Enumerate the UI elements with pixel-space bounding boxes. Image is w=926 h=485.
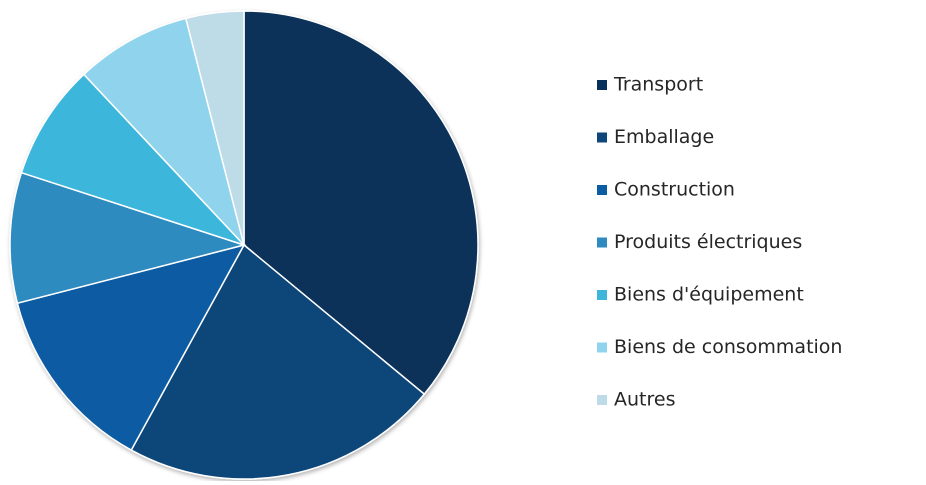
pie-slice — [184, 10, 245, 246]
legend-swatch — [597, 237, 607, 248]
pie-slice — [243, 10, 479, 396]
pie-slice — [9, 171, 247, 305]
legend-swatch — [597, 185, 607, 195]
legend-label: Produits électriques — [614, 231, 802, 253]
legend-label: Construction — [614, 179, 735, 201]
pie-slice — [82, 17, 245, 246]
legend-label: Transport — [613, 74, 703, 96]
legend-swatch — [597, 80, 607, 90]
legend: Transport Emballage Construction Produits é… — [597, 74, 842, 411]
legend-swatch — [597, 342, 607, 353]
pie-slice — [130, 243, 426, 480]
legend-swatch — [597, 132, 607, 143]
legend-swatch — [597, 290, 607, 300]
legend-swatch — [597, 395, 607, 405]
pie-slice — [16, 243, 246, 452]
legend-label: Biens d'équipement — [614, 284, 804, 306]
pie-slice — [20, 73, 245, 246]
legend-label: Emballage — [614, 126, 714, 148]
legend-label: Autres — [614, 389, 675, 411]
pie — [9, 10, 479, 480]
legend-label: Biens de consommation — [614, 336, 842, 358]
